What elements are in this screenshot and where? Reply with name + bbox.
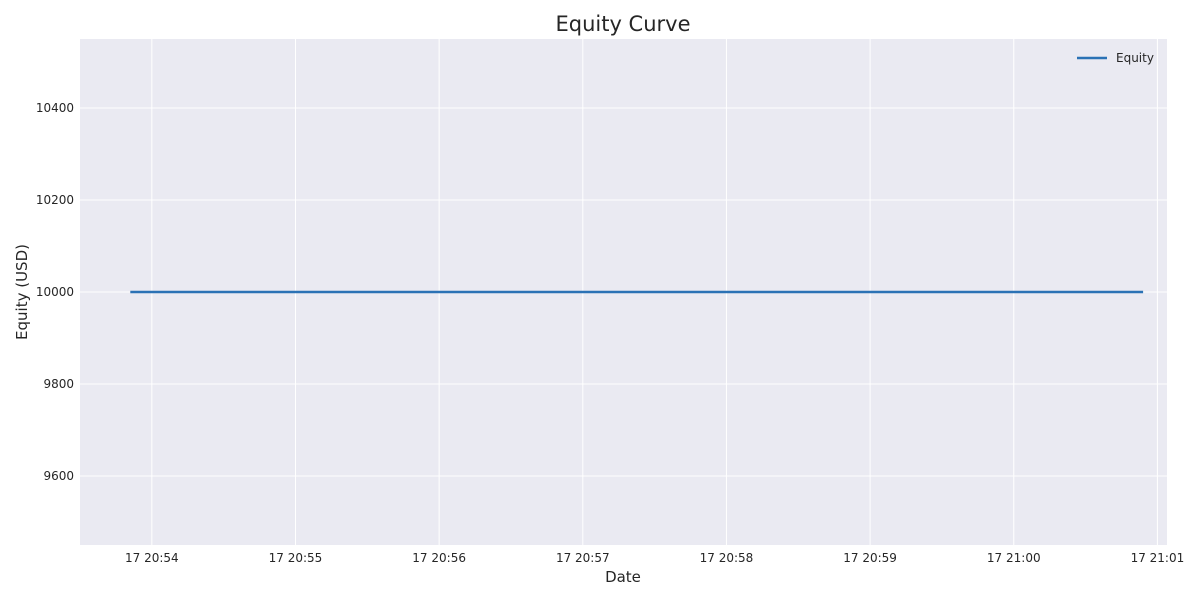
y-tick-label: 9600	[43, 469, 74, 483]
x-tick-label: 17 20:55	[269, 551, 323, 565]
legend-label-equity: Equity	[1116, 51, 1154, 65]
y-tick-label: 10400	[36, 101, 74, 115]
chart-title: Equity Curve	[555, 12, 690, 36]
x-tick-labels: 17 20:54 17 20:55 17 20:56 17 20:57 17 20:58…	[125, 551, 1184, 565]
x-tick-label: 17 21:01	[1131, 551, 1185, 565]
y-tick-labels: 9600 9800 10000 10200 10400	[36, 101, 74, 483]
y-tick-label: 9800	[43, 377, 74, 391]
x-tick-label: 17 21:00	[987, 551, 1041, 565]
x-axis-label: Date	[605, 568, 641, 586]
x-tick-label: 17 20:56	[412, 551, 466, 565]
x-tick-label: 17 20:57	[556, 551, 610, 565]
legend: Equity	[1077, 51, 1154, 65]
x-tick-label: 17 20:54	[125, 551, 179, 565]
y-tick-label: 10200	[36, 193, 74, 207]
y-tick-label: 10000	[36, 285, 74, 299]
y-axis-label: Equity (USD)	[13, 244, 31, 340]
x-tick-label: 17 20:59	[843, 551, 897, 565]
x-tick-label: 17 20:58	[700, 551, 754, 565]
